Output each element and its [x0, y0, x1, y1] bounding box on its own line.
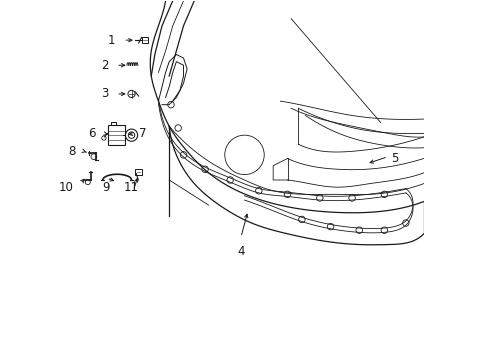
Text: 3: 3	[101, 87, 108, 100]
Text: 1: 1	[108, 33, 115, 47]
Text: 10: 10	[58, 181, 73, 194]
Text: 2: 2	[101, 59, 108, 72]
Text: 4: 4	[237, 245, 244, 258]
Text: 6: 6	[88, 127, 96, 140]
Bar	[111, 122, 116, 125]
Bar	[142, 37, 148, 43]
Text: 8: 8	[68, 145, 76, 158]
Bar	[107, 125, 124, 145]
Text: 5: 5	[391, 152, 398, 165]
Text: 7: 7	[139, 127, 146, 140]
Text: 11: 11	[124, 181, 139, 194]
Bar	[135, 169, 142, 175]
Text: 9: 9	[102, 181, 110, 194]
